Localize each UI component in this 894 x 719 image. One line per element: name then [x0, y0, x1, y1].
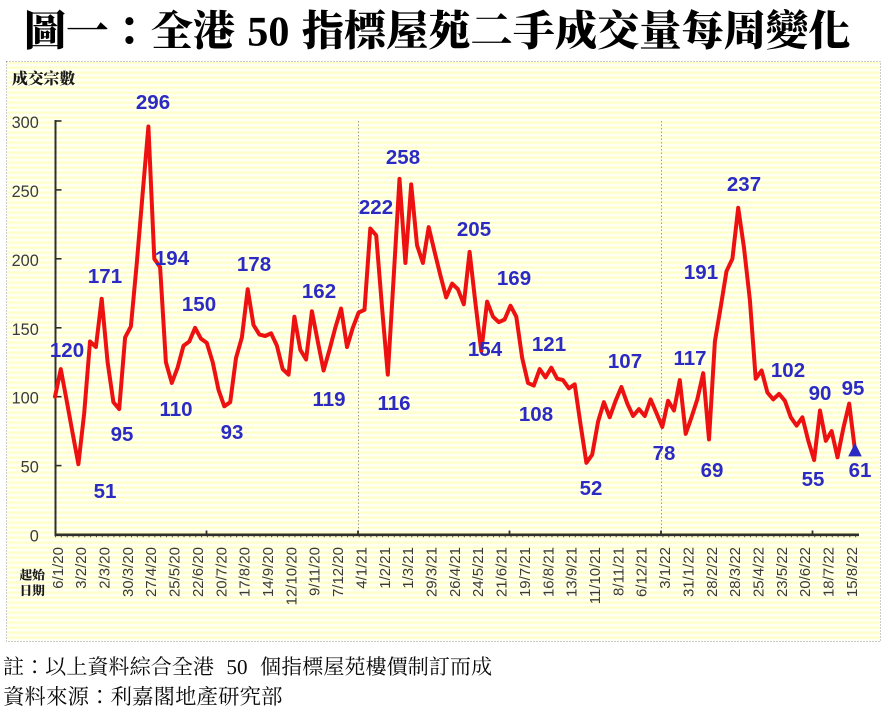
svg-text:55: 55 [802, 468, 825, 491]
svg-text:150: 150 [182, 293, 216, 316]
svg-text:18/7/22: 18/7/22 [821, 547, 838, 597]
svg-text:61: 61 [849, 459, 872, 482]
svg-text:7/12/20: 7/12/20 [330, 547, 347, 597]
svg-text:194: 194 [155, 247, 190, 270]
svg-text:24/5/21: 24/5/21 [470, 547, 487, 597]
svg-text:258: 258 [386, 146, 420, 169]
svg-text:102: 102 [771, 359, 805, 382]
svg-text:95: 95 [111, 423, 134, 446]
svg-text:17/8/20: 17/8/20 [237, 547, 254, 597]
svg-text:119: 119 [312, 388, 345, 411]
svg-text:1/3/21: 1/3/21 [400, 547, 417, 589]
svg-text:162: 162 [302, 280, 336, 303]
svg-text:0: 0 [30, 528, 39, 546]
svg-text:25/4/22: 25/4/22 [751, 547, 768, 597]
svg-text:250: 250 [12, 183, 39, 201]
svg-text:26/4/21: 26/4/21 [447, 547, 464, 597]
svg-text:93: 93 [221, 421, 244, 444]
svg-text:237: 237 [727, 173, 761, 196]
svg-text:205: 205 [457, 218, 491, 241]
svg-text:78: 78 [653, 442, 676, 465]
svg-text:20/7/20: 20/7/20 [213, 547, 230, 597]
svg-text:8/11/21: 8/11/21 [610, 547, 627, 596]
svg-text:150: 150 [12, 321, 39, 339]
svg-text:9/11/20: 9/11/20 [307, 547, 324, 596]
svg-text:19/7/21: 19/7/21 [517, 547, 534, 597]
svg-text:11/10/21: 11/10/21 [587, 547, 604, 604]
svg-text:31/1/22: 31/1/22 [681, 547, 698, 597]
svg-text:169: 169 [497, 267, 531, 290]
svg-text:25/5/20: 25/5/20 [167, 547, 184, 597]
svg-text:120: 120 [50, 339, 84, 362]
svg-text:117: 117 [673, 347, 706, 370]
svg-text:178: 178 [237, 253, 271, 276]
svg-text:108: 108 [519, 403, 553, 426]
svg-text:16/8/21: 16/8/21 [540, 547, 557, 597]
svg-text:13/9/21: 13/9/21 [564, 547, 581, 597]
svg-text:29/3/21: 29/3/21 [424, 547, 441, 597]
svg-text:171: 171 [88, 265, 122, 288]
svg-text:222: 222 [359, 196, 393, 219]
svg-text:2/3/20: 2/3/20 [97, 547, 114, 589]
svg-text:21/6/21: 21/6/21 [494, 547, 511, 597]
svg-text:52: 52 [580, 477, 603, 500]
svg-text:200: 200 [12, 252, 39, 270]
svg-text:107: 107 [608, 350, 642, 373]
svg-text:12/10/20: 12/10/20 [283, 547, 300, 605]
svg-text:121: 121 [532, 333, 566, 356]
svg-text:6/1/20: 6/1/20 [50, 547, 67, 589]
svg-text:95: 95 [842, 377, 865, 400]
svg-text:154: 154 [468, 338, 503, 361]
svg-text:1/2/21: 1/2/21 [377, 547, 394, 589]
svg-text:22/6/20: 22/6/20 [190, 547, 207, 597]
svg-text:6/12/21: 6/12/21 [634, 547, 651, 597]
svg-text:90: 90 [809, 382, 832, 405]
svg-text:300: 300 [12, 114, 39, 132]
svg-text:23/5/22: 23/5/22 [774, 547, 791, 597]
svg-text:100: 100 [12, 390, 39, 408]
svg-text:20/6/22: 20/6/22 [797, 547, 814, 597]
svg-text:15/8/22: 15/8/22 [844, 547, 861, 597]
svg-text:27/4/20: 27/4/20 [143, 547, 160, 597]
svg-text:14/9/20: 14/9/20 [260, 547, 277, 597]
svg-text:296: 296 [136, 91, 170, 114]
svg-text:4/1/21: 4/1/21 [353, 547, 370, 589]
svg-text:30/3/20: 30/3/20 [120, 547, 137, 597]
svg-text:28/2/22: 28/2/22 [704, 547, 721, 597]
svg-text:110: 110 [159, 398, 192, 421]
svg-text:51: 51 [94, 480, 117, 503]
svg-text:50: 50 [21, 459, 39, 477]
svg-text:28/3/22: 28/3/22 [727, 547, 744, 597]
svg-text:3/2/20: 3/2/20 [73, 547, 90, 589]
svg-text:191: 191 [684, 261, 718, 284]
svg-text:69: 69 [701, 459, 724, 482]
svg-text:3/1/22: 3/1/22 [657, 547, 674, 589]
svg-text:116: 116 [377, 392, 410, 415]
